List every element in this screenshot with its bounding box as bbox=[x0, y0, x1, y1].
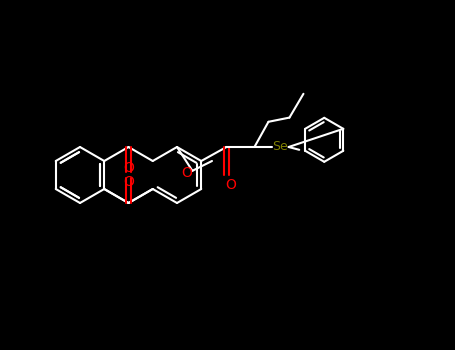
Text: Se: Se bbox=[272, 140, 288, 154]
Text: O: O bbox=[181, 166, 192, 180]
Text: O: O bbox=[225, 178, 236, 192]
Text: O: O bbox=[123, 175, 134, 189]
Text: O: O bbox=[123, 161, 134, 175]
